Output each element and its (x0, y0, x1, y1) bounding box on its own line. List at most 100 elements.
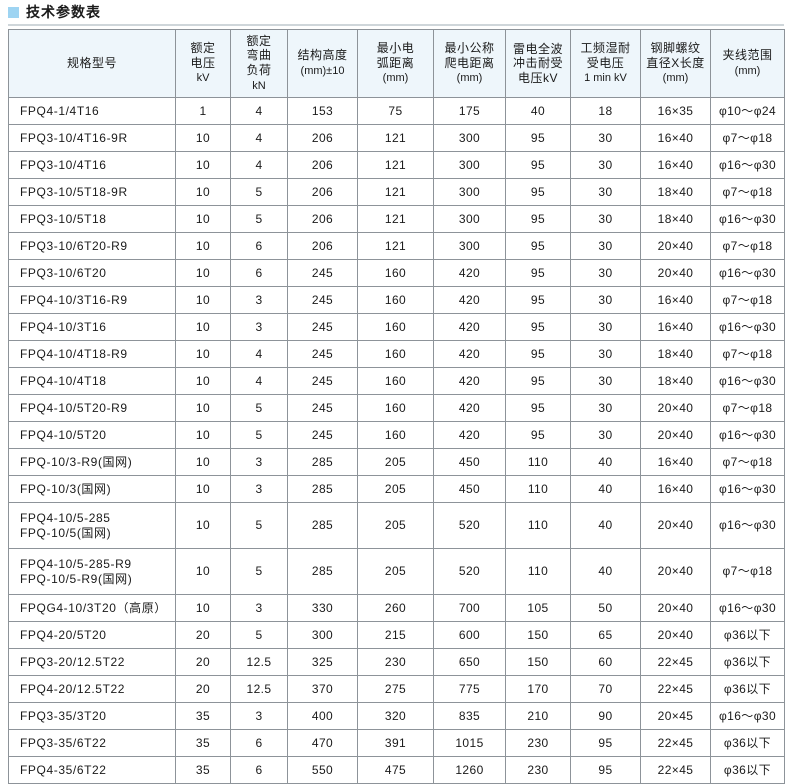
cell-pin-thread: 22×45 (640, 729, 711, 757)
cell-model: FPQ4-20/5T20 (8, 621, 176, 649)
table-row: FPQ3-10/4T16 10 4 206 121 300 95 30 16×40 φ16～φ30 (8, 151, 785, 179)
cell-wet-withstand: 30 (570, 124, 641, 152)
table-row: FPQ-10/3(国网) 10 3 285 205 450 110 40 16×40 φ16～φ3… (8, 475, 785, 503)
page-title: 技术参数表 (26, 4, 101, 20)
col-header-rated-voltage-line2: 电压 (190, 55, 216, 70)
col-header-creepage-distance: 最小公称 爬电距离 (mm) (433, 29, 506, 98)
cell-wet-withstand: 90 (570, 702, 641, 730)
model-line: FPQ-10/3(国网) (20, 481, 112, 496)
cell-model: FPQ4-10/3T16 (8, 313, 176, 341)
cell-arc-distance: 75 (357, 97, 434, 125)
cell-bending-load: 5 (230, 205, 288, 233)
model-line: FPQ3-10/4T16-9R (20, 130, 128, 145)
cell-height: 370 (287, 675, 358, 703)
cell-rated-voltage: 20 (175, 675, 231, 703)
cell-height: 285 (287, 548, 358, 595)
model-line: FPQ4-10/3T16 (20, 319, 107, 334)
col-header-pin-thread-line2: 直径X长度 (646, 55, 705, 70)
col-header-creepage-distance-line1: 最小公称 (444, 41, 495, 56)
table-row: FPQ3-10/4T16-9R 10 4 206 121 300 95 30 16×40 φ7～φ… (8, 124, 785, 152)
cell-height: 285 (287, 448, 358, 476)
cell-lightning-impulse: 110 (505, 548, 571, 595)
cell-creepage-distance: 420 (433, 340, 506, 368)
cell-pin-thread: 22×45 (640, 648, 711, 676)
table-row: FPQ4-10/3T16-R9 10 3 245 160 420 95 30 16×40 φ7～φ… (8, 286, 785, 314)
table-row: FPQ3-10/6T20 10 6 245 160 420 95 30 20×40 φ16～φ30 (8, 259, 785, 287)
cell-model: FPQ-10/3(国网) (8, 475, 176, 503)
cell-clamp-range: φ16～φ30 (710, 502, 785, 549)
cell-model: FPQ3-10/5T18-9R (8, 178, 176, 206)
cell-wet-withstand: 95 (570, 729, 641, 757)
cell-bending-load: 3 (230, 475, 288, 503)
cell-rated-voltage: 10 (175, 502, 231, 549)
cell-model: FPQG4-10/3T20（高原） (8, 594, 176, 622)
model-line: FPQ4-35/6T22 (20, 762, 107, 777)
cell-height: 470 (287, 729, 358, 757)
cell-bending-load: 5 (230, 621, 288, 649)
cell-bending-load: 4 (230, 124, 288, 152)
cell-model: FPQ4-35/6T22 (8, 756, 176, 784)
cell-height: 206 (287, 205, 358, 233)
cell-model: FPQ4-10/4T18 (8, 367, 176, 395)
cell-wet-withstand: 30 (570, 232, 641, 260)
cell-lightning-impulse: 40 (505, 97, 571, 125)
cell-arc-distance: 121 (357, 232, 434, 260)
cell-arc-distance: 160 (357, 421, 434, 449)
cell-bending-load: 5 (230, 548, 288, 595)
cell-arc-distance: 215 (357, 621, 434, 649)
cell-model: FPQ3-10/6T20-R9 (8, 232, 176, 260)
cell-arc-distance: 320 (357, 702, 434, 730)
cell-lightning-impulse: 150 (505, 648, 571, 676)
cell-model: FPQ3-10/4T16 (8, 151, 176, 179)
cell-clamp-range: φ36以下 (710, 756, 785, 784)
cell-creepage-distance: 420 (433, 286, 506, 314)
cell-bending-load: 5 (230, 394, 288, 422)
cell-wet-withstand: 70 (570, 675, 641, 703)
cell-creepage-distance: 700 (433, 594, 506, 622)
table-row: FPQ4-10/4T18-R9 10 4 245 160 420 95 30 18×40 φ7～φ… (8, 340, 785, 368)
cell-pin-thread: 16×40 (640, 448, 711, 476)
cell-arc-distance: 121 (357, 178, 434, 206)
cell-creepage-distance: 650 (433, 648, 506, 676)
cell-pin-thread: 22×45 (640, 675, 711, 703)
cell-creepage-distance: 835 (433, 702, 506, 730)
model-line: FPQ4-10/5T20-R9 (20, 400, 128, 415)
cell-arc-distance: 205 (357, 548, 434, 595)
cell-model: FPQ4-10/3T16-R9 (8, 286, 176, 314)
cell-pin-thread: 18×40 (640, 367, 711, 395)
cell-clamp-range: φ36以下 (710, 621, 785, 649)
cell-bending-load: 5 (230, 178, 288, 206)
cell-pin-thread: 20×40 (640, 394, 711, 422)
col-header-creepage-distance-unit: (mm) (456, 72, 483, 85)
cell-wet-withstand: 40 (570, 448, 641, 476)
cell-lightning-impulse: 95 (505, 286, 571, 314)
cell-rated-voltage: 10 (175, 286, 231, 314)
col-header-wet-withstand-line1: 工频湿耐 (580, 41, 631, 56)
cell-lightning-impulse: 95 (505, 151, 571, 179)
cell-clamp-range: φ7～φ18 (710, 340, 785, 368)
cell-lightning-impulse: 110 (505, 475, 571, 503)
cell-rated-voltage: 35 (175, 756, 231, 784)
cell-arc-distance: 391 (357, 729, 434, 757)
cell-clamp-range: φ16～φ30 (710, 594, 785, 622)
cell-bending-load: 4 (230, 151, 288, 179)
cell-arc-distance: 160 (357, 367, 434, 395)
cell-lightning-impulse: 95 (505, 313, 571, 341)
cell-pin-thread: 20×40 (640, 232, 711, 260)
cell-model: FPQ4-10/5-285 FPQ-10/5(国网) (8, 502, 176, 549)
col-header-height-line1: 结构高度 (297, 48, 348, 63)
cell-wet-withstand: 30 (570, 421, 641, 449)
table-row: FPQ4-10/5T20 10 5 245 160 420 95 30 20×40 φ16～φ30 (8, 421, 785, 449)
cell-model: FPQ4-10/4T18-R9 (8, 340, 176, 368)
model-line: FPQ4-20/5T20 (20, 627, 107, 642)
cell-clamp-range: φ7～φ18 (710, 394, 785, 422)
cell-rated-voltage: 10 (175, 421, 231, 449)
cell-creepage-distance: 775 (433, 675, 506, 703)
cell-lightning-impulse: 95 (505, 340, 571, 368)
cell-bending-load: 5 (230, 502, 288, 549)
col-header-lightning-impulse-line2: 冲击耐受 (512, 56, 563, 71)
model-line: FPQ4-10/5-285 (20, 510, 111, 525)
cell-model: FPQ3-10/4T16-9R (8, 124, 176, 152)
col-header-bending-load-unit: kN (252, 79, 266, 92)
cell-height: 285 (287, 475, 358, 503)
